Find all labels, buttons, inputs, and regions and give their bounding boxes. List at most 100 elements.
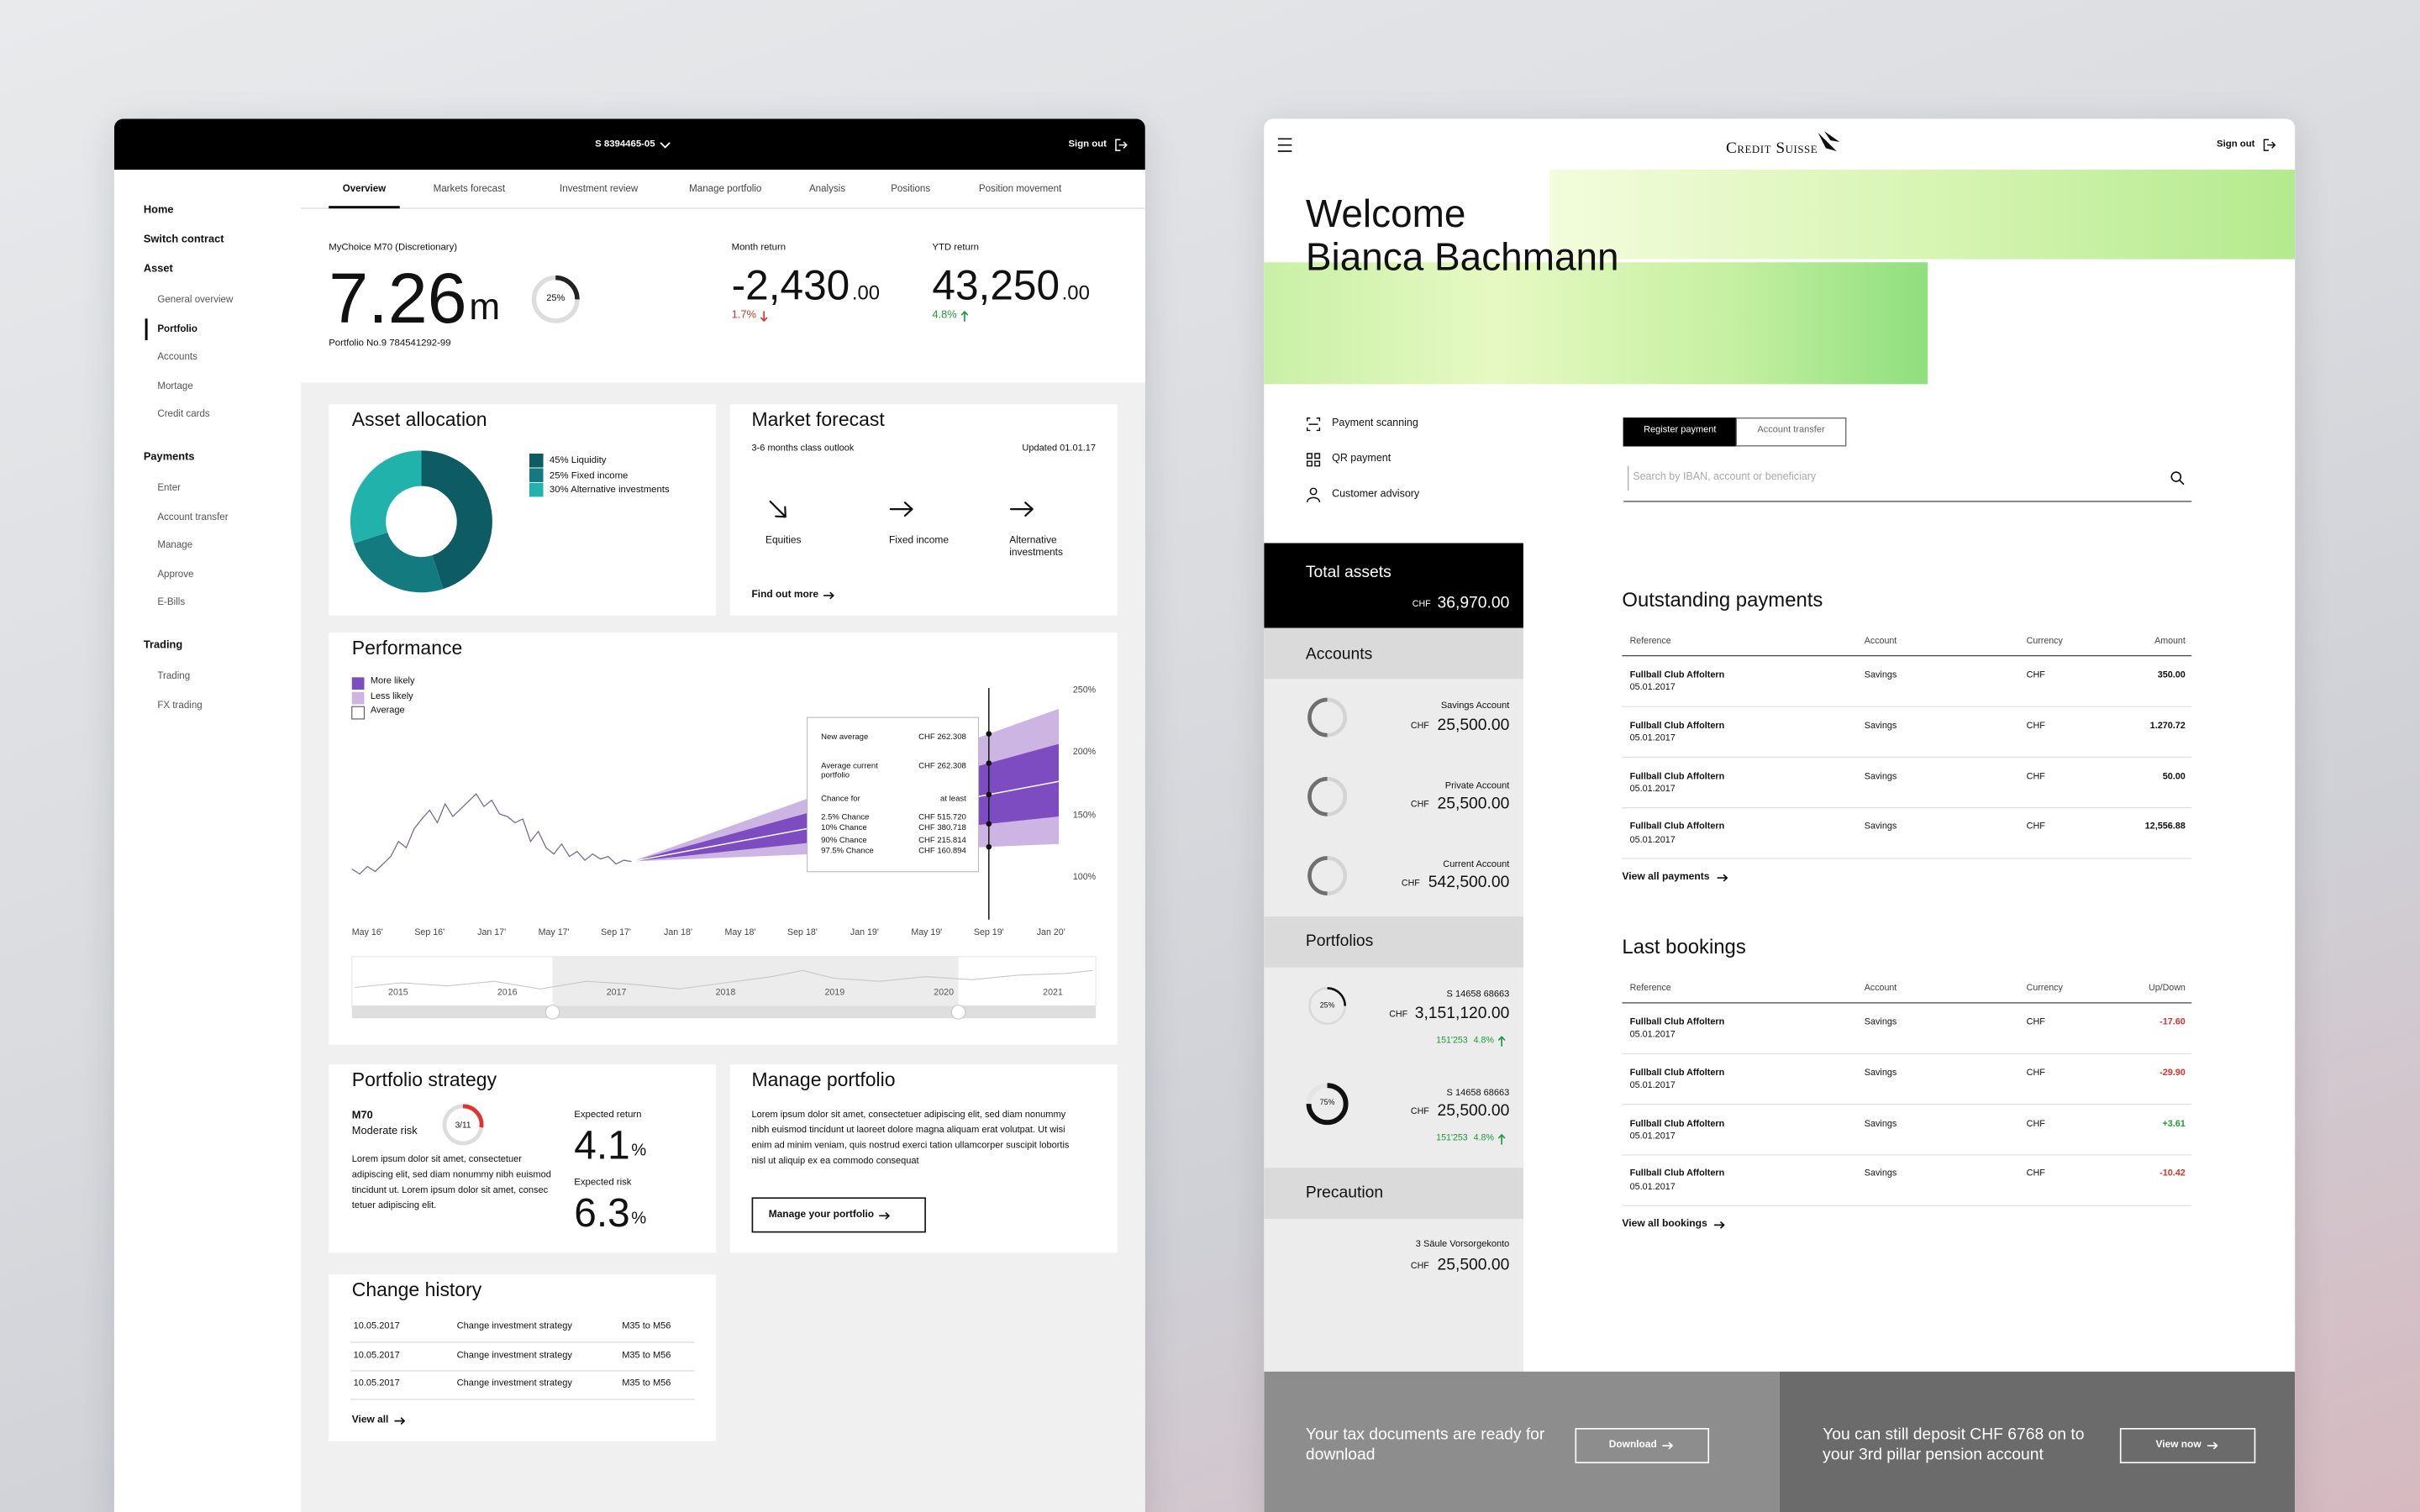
nav-subitem[interactable]: Enter	[157, 483, 182, 495]
link[interactable]: View all bookings	[1622, 1219, 1707, 1230]
nav-subitem[interactable]: General overview	[157, 295, 234, 307]
metric-value: 4.1	[574, 1121, 630, 1168]
quick-link[interactable]: QR payment	[1332, 453, 1392, 465]
marker-dot	[986, 791, 992, 798]
tab[interactable]: Manage portfolio	[689, 183, 762, 195]
x-tick-label: May 18'	[724, 927, 756, 937]
nav-item[interactable]: Trading	[143, 639, 183, 651]
link[interactable]: Find out more	[751, 589, 819, 601]
banner	[1779, 1371, 2296, 1512]
nav-item[interactable]: Payments	[143, 451, 195, 463]
navigator-label: 2015	[388, 988, 408, 998]
nav-item[interactable]: Asset	[143, 263, 173, 275]
customer-name: Bianca Bachmann	[1305, 236, 1619, 280]
nav-subitem[interactable]: Portfolio	[157, 323, 197, 335]
return-label: YTD return	[932, 242, 979, 254]
metric-label: Expected risk	[574, 1177, 632, 1189]
navigator-selection	[552, 956, 959, 1006]
item-amount: 542,500.00	[1428, 874, 1510, 893]
column-header: Amount	[2154, 636, 2186, 646]
item-name: Savings Account	[1440, 702, 1510, 712]
navigator-label: 2020	[934, 988, 955, 998]
tab[interactable]: Markets forecast	[433, 183, 506, 195]
currency: CHF	[2026, 1068, 2045, 1079]
tab[interactable]: Analysis	[808, 183, 846, 195]
quick-link[interactable]: Customer advisory	[1332, 489, 1420, 500]
tab[interactable]: Overview	[342, 183, 387, 195]
arrow-icon	[760, 311, 768, 322]
item-name: Current Account	[1443, 860, 1510, 870]
asset-class: Fixed income	[888, 535, 949, 547]
x-tick-label: May 19'	[911, 927, 943, 937]
welcome: Welcome	[1305, 192, 1466, 237]
product-name: MyChoice M70 (Discretionary)	[329, 242, 458, 254]
tooltip-value: CHF 160.894	[918, 848, 966, 858]
portfolio-gain: 151'253	[1436, 1134, 1468, 1144]
sign-out[interactable]: Sign out	[1068, 139, 1107, 150]
marker-dot	[986, 731, 992, 737]
nav-subitem[interactable]: Accounts	[157, 352, 197, 364]
tab[interactable]: Register payment	[1644, 426, 1717, 436]
nav-item[interactable]: Switch contract	[143, 234, 224, 245]
tab[interactable]: Investment review	[560, 183, 639, 195]
column-header: Up/Down	[2149, 983, 2186, 993]
link[interactable]: View all	[351, 1415, 389, 1426]
card-title: Change history	[351, 1278, 482, 1300]
tooltip-value: at least	[940, 794, 966, 804]
qr-icon	[1306, 453, 1321, 467]
date: 05.01.2017	[1629, 1183, 1676, 1193]
legend-label: 30% Alternative investments	[549, 485, 670, 496]
button-label[interactable]: Download	[1608, 1439, 1657, 1451]
nav-subitem[interactable]: Trading	[157, 671, 191, 683]
arrow-icon	[1497, 1134, 1506, 1145]
tab[interactable]: Account transfer	[1757, 426, 1825, 436]
tooltip-label: Chance for	[821, 794, 860, 804]
button-label[interactable]: View now	[2155, 1439, 2202, 1451]
button	[2119, 1427, 2256, 1464]
item-name: 3 Säule Vorsorgekonto	[1415, 1241, 1510, 1251]
total-amount: 36,970.00	[1437, 593, 1510, 612]
gauge-arc	[1306, 1083, 1349, 1126]
arrow-icon	[394, 1417, 406, 1425]
nav-subitem[interactable]: FX trading	[157, 700, 203, 711]
account-selector[interactable]: S 8394465-05	[595, 139, 655, 150]
quick-link[interactable]: Payment scanning	[1332, 417, 1418, 429]
nav-item[interactable]: Home	[143, 204, 174, 216]
button	[751, 1197, 926, 1233]
currency: CHF	[2026, 772, 2045, 782]
amount: -29.90	[2160, 1068, 2186, 1079]
history-cell: Change investment strategy	[456, 1379, 572, 1389]
history-cell: 10.05.2017	[353, 1351, 400, 1361]
nav-subitem[interactable]: E-Bills	[157, 597, 186, 609]
x-tick-label: May 16'	[351, 927, 383, 937]
nav-subitem[interactable]: Account transfer	[157, 512, 229, 523]
arrow-icon	[1717, 874, 1728, 882]
total-block	[1264, 543, 1523, 628]
banner-text: Your tax documents are ready for downloa…	[1305, 1425, 1545, 1465]
tooltip-label: 2.5% Chance	[821, 812, 870, 822]
date: 05.01.2017	[1629, 836, 1676, 846]
nav-subitem[interactable]: Credit cards	[157, 409, 210, 420]
currency: CHF	[1410, 1107, 1429, 1117]
currency: CHF	[2026, 1169, 2045, 1179]
link[interactable]: View all payments	[1622, 871, 1710, 883]
donut-segment	[354, 531, 444, 593]
gauge-arc	[462, 1104, 484, 1128]
search-input[interactable]: Search by IBAN, account or beneficiary	[1633, 471, 1817, 483]
account: Savings	[1864, 670, 1897, 680]
legend-swatch	[529, 454, 544, 468]
tooltip-label: New average	[821, 732, 869, 743]
reference: Fullball Club Affoltern	[1629, 1068, 1725, 1079]
marker-dot	[986, 760, 992, 766]
button-label[interactable]: Manage your portfolio	[768, 1210, 875, 1221]
gauge-label: 25%	[1319, 1002, 1335, 1011]
legend-swatch	[529, 468, 544, 482]
arrow-icon	[769, 500, 786, 518]
tab[interactable]: Positions	[891, 183, 931, 195]
nav-subitem[interactable]: Mortage	[157, 381, 193, 392]
nav-subitem[interactable]: Approve	[157, 569, 194, 580]
nav-subitem[interactable]: Manage	[157, 540, 193, 552]
tab[interactable]: Position movement	[978, 183, 1062, 195]
sign-out[interactable]: Sign out	[2217, 139, 2255, 150]
gauge-arc	[1327, 987, 1347, 1006]
